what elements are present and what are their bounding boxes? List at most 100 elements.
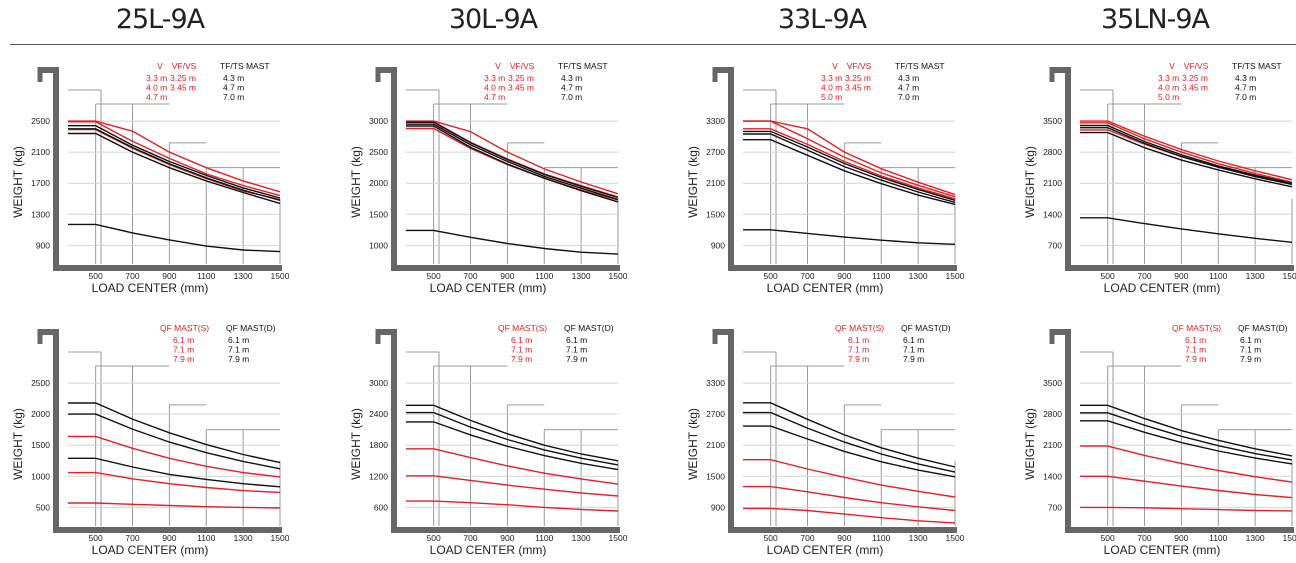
x-tick-label: 700 xyxy=(800,533,814,543)
model-title-30l: 30L-9A xyxy=(448,4,538,35)
legend-value: 3.25 m xyxy=(508,73,534,83)
y-tick-label: 1000 xyxy=(31,471,50,481)
x-tick-label: 700 xyxy=(463,271,477,281)
legend-value: 3.3 m xyxy=(146,73,167,83)
y-tick-label: 3300 xyxy=(706,378,725,388)
y-tick-label: 2500 xyxy=(31,116,50,126)
y-tick-label: 2700 xyxy=(706,147,725,157)
series-line-red xyxy=(1080,122,1293,183)
y-tick-label: 2400 xyxy=(369,409,388,419)
model-title-33l: 33L-9A xyxy=(777,4,867,35)
series-line-black xyxy=(406,123,619,201)
legend-header: TF/TS MAST xyxy=(895,61,945,71)
x-tick-label: 500 xyxy=(89,533,103,543)
y-tick-label: 2100 xyxy=(1043,178,1062,188)
legend-value: 3.25 m xyxy=(845,73,871,83)
x-tick-label: 1300 xyxy=(909,271,928,281)
legend-header: VF/VS xyxy=(510,61,535,71)
legend-header: QF MAST(S) xyxy=(160,323,209,333)
y-axis-title: WEIGHT (kg) xyxy=(349,408,363,480)
series-line-red xyxy=(1080,506,1293,512)
x-tick-label: 900 xyxy=(162,271,176,281)
series-line-black xyxy=(406,229,619,255)
series-line-red xyxy=(1080,120,1293,181)
series-line-black xyxy=(406,125,619,203)
x-tick-label: 1500 xyxy=(946,271,965,281)
y-tick-label: 2100 xyxy=(1043,440,1062,450)
series-line-red xyxy=(68,471,281,494)
y-tick-label: 1500 xyxy=(706,471,725,481)
y-tick-label: 3300 xyxy=(706,116,725,126)
legend-value: 5.0 m xyxy=(1158,92,1179,102)
series-line-red xyxy=(68,435,281,478)
x-tick-label: 900 xyxy=(162,533,176,543)
capacity-chart-0: 2500 2100 1700 1300 900 500 700 900 1100 1300 1500… xyxy=(11,61,290,295)
y-axis-title: WEIGHT (kg) xyxy=(686,146,700,218)
x-tick-label: 1100 xyxy=(535,533,554,543)
series-line-red xyxy=(68,128,281,201)
series-line-red xyxy=(406,475,619,497)
legend-value: 7.0 m xyxy=(898,92,919,102)
legend-header: V xyxy=(157,61,163,71)
series-line-black xyxy=(68,132,281,205)
x-axis-title: LOAD CENTER (mm) xyxy=(1104,543,1221,557)
x-tick-label: 1500 xyxy=(946,533,965,543)
y-tick-label: 1700 xyxy=(31,178,50,188)
legend-value: 6.1 m xyxy=(173,335,194,345)
y-tick-label: 2100 xyxy=(31,147,50,157)
capacity-chart-4: 3300 2700 2100 1500 900 500 700 900 1100 1300 1500… xyxy=(686,61,965,295)
series-line-black xyxy=(68,223,281,253)
x-tick-label: 900 xyxy=(500,271,514,281)
series-line-red xyxy=(1080,445,1293,483)
series-line-black xyxy=(1080,131,1293,188)
legend-value: 3.25 m xyxy=(1182,73,1208,83)
y-tick-label: 900 xyxy=(711,240,725,250)
chart-grid xyxy=(743,351,956,526)
legend-value: 7.0 m xyxy=(1235,92,1256,102)
x-tick-label: 500 xyxy=(427,271,441,281)
series-line-black xyxy=(1080,127,1293,186)
x-tick-label: 1500 xyxy=(609,271,628,281)
y-tick-label: 2000 xyxy=(31,409,50,419)
capacity-chart-3: 3000 2400 1800 1200 600 500 700 900 1100 1300 1500… xyxy=(349,323,628,557)
legend-value: 4.3 m xyxy=(898,73,919,83)
legend-value: 3.25 m xyxy=(170,73,196,83)
series-line-black xyxy=(1080,217,1293,243)
y-tick-label: 1000 xyxy=(369,240,388,250)
capacity-chart-6: 3500 2800 2100 1400 700 500 700 900 1100 1300 1500… xyxy=(1023,61,1296,295)
legend-value: 4.7 m xyxy=(898,83,919,93)
y-axis-title: WEIGHT (kg) xyxy=(686,408,700,480)
x-tick-label: 1300 xyxy=(572,533,591,543)
legend-value: 7.9 m xyxy=(848,354,869,364)
y-axis-title: WEIGHT (kg) xyxy=(11,408,25,480)
axis-frame xyxy=(40,67,282,271)
series-line-black xyxy=(68,125,281,199)
series-line-red xyxy=(743,120,956,198)
series-line-red xyxy=(743,507,956,524)
y-tick-label: 1500 xyxy=(31,440,50,450)
x-tick-label: 1300 xyxy=(234,533,253,543)
x-tick-label: 1100 xyxy=(872,533,891,543)
legend-value: 3.3 m xyxy=(1158,73,1179,83)
y-tick-label: 2500 xyxy=(369,147,388,157)
y-tick-label: 1300 xyxy=(31,209,50,219)
x-tick-label: 500 xyxy=(764,533,778,543)
legend-value: 7.9 m xyxy=(228,354,249,364)
legend-value: 7.1 m xyxy=(903,345,924,355)
x-tick-label: 500 xyxy=(1101,533,1115,543)
chart-legend: QF MAST(S) QF MAST(D)6.1 m 6.1 m7.1 m 7.1 m… xyxy=(1172,323,1288,364)
legend-value: 6.1 m xyxy=(1240,335,1261,345)
x-tick-label: 900 xyxy=(1174,533,1188,543)
legend-value: 7.9 m xyxy=(1185,354,1206,364)
legend-value: 7.1 m xyxy=(1240,345,1261,355)
legend-value: 7.1 m xyxy=(566,345,587,355)
y-tick-label: 3000 xyxy=(369,116,388,126)
chart-legend: QF MAST(S) QF MAST(D)6.1 m 6.1 m7.1 m 7.1 m… xyxy=(160,323,276,364)
x-tick-label: 500 xyxy=(1101,271,1115,281)
y-tick-label: 600 xyxy=(374,502,388,512)
axis-frame xyxy=(378,67,620,271)
chart-legend: V VF/VS TF/TS MAST 3.3 m 3.25 m 4.3 m 4.0 m 3.4… xyxy=(1158,61,1282,102)
chart-legend: V VF/VS TF/TS MAST 3.3 m 3.25 m 4.3 m 4.0 m 3.4… xyxy=(821,61,945,102)
legend-value: 4.7 m xyxy=(146,92,167,102)
series-line-black xyxy=(743,133,956,204)
